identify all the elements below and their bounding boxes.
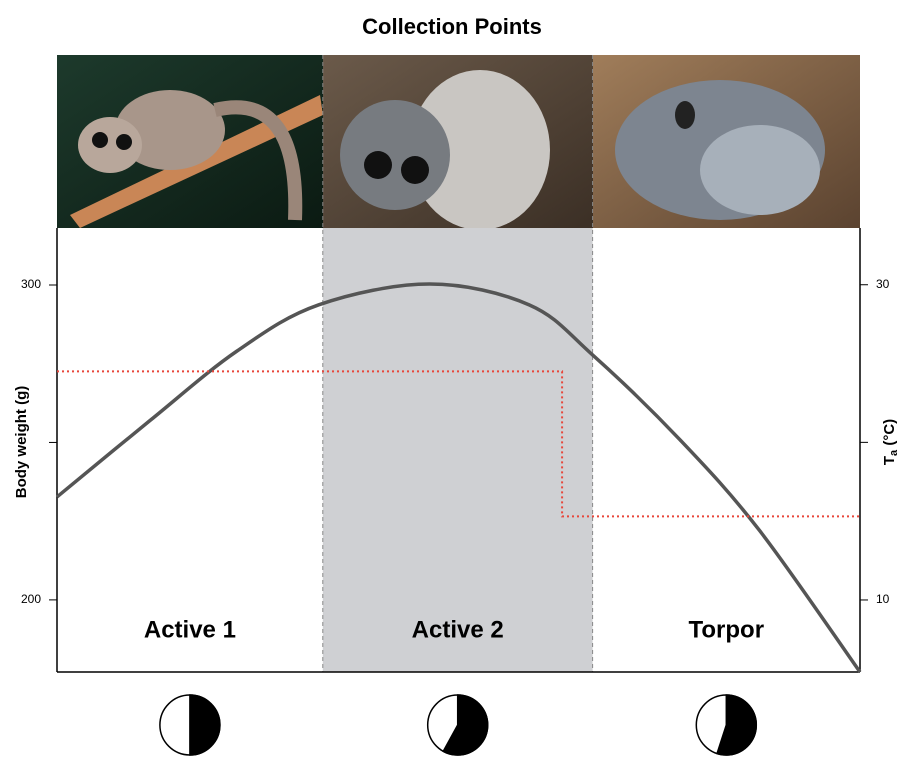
- phase-shade: [322, 228, 593, 672]
- y2-label-rest: (°C): [881, 419, 898, 450]
- photoperiod-night: [189, 694, 221, 756]
- y2ticks-label: 10: [876, 592, 890, 606]
- y2-axis-label: Ta (°C): [881, 419, 900, 465]
- y2-label-main: T: [881, 456, 898, 465]
- y2ticks-label: 30: [876, 277, 890, 291]
- y-axis-label: Body weight (g): [13, 386, 30, 499]
- y2-label-sub: a: [888, 449, 900, 456]
- phase-label: Torpor: [689, 616, 765, 643]
- photoperiod-night: [716, 694, 757, 756]
- yticks-label: 200: [21, 592, 41, 606]
- phase-label: Active 2: [412, 616, 504, 643]
- yticks-label: 300: [21, 277, 41, 291]
- body-weight-line: [55, 282, 862, 674]
- chart-title: Collection Points: [362, 14, 542, 39]
- photos: [57, 55, 860, 230]
- photoperiod-night: [442, 694, 489, 756]
- phase-label: Active 1: [144, 616, 236, 643]
